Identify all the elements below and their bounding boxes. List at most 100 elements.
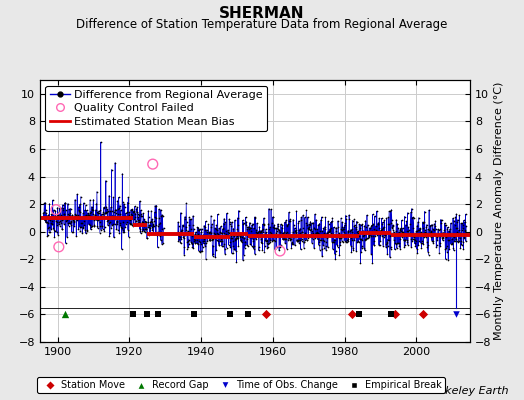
Point	[216, 238, 224, 244]
Point	[351, 234, 359, 241]
Point	[305, 224, 313, 230]
Point	[445, 230, 454, 236]
Point	[411, 237, 419, 243]
Point	[402, 218, 411, 225]
Point	[252, 232, 260, 238]
Point	[214, 231, 222, 238]
Point	[425, 207, 433, 213]
Point	[361, 218, 369, 224]
Point	[252, 229, 260, 235]
Point	[434, 232, 443, 238]
Point	[447, 232, 456, 238]
Point	[316, 217, 325, 223]
Point	[398, 234, 407, 241]
Point	[423, 248, 432, 255]
Point	[417, 240, 425, 246]
Point	[211, 231, 220, 237]
Point	[427, 234, 435, 240]
Point	[193, 237, 201, 244]
Point	[313, 230, 322, 236]
Point	[86, 197, 94, 203]
Point	[303, 236, 311, 243]
Point	[343, 236, 352, 242]
Point	[279, 236, 288, 242]
Point	[221, 246, 229, 252]
Point	[320, 230, 328, 236]
Point	[362, 235, 370, 242]
Point	[284, 221, 292, 228]
Point	[305, 227, 314, 233]
Point	[190, 311, 198, 318]
Point	[336, 239, 344, 245]
Point	[205, 237, 214, 244]
Point	[51, 213, 60, 220]
Point	[349, 247, 357, 253]
Point	[319, 225, 328, 232]
Point	[313, 226, 321, 232]
Point	[81, 202, 90, 208]
Point	[148, 216, 156, 222]
Point	[255, 247, 263, 254]
Point	[322, 247, 330, 253]
Point	[154, 222, 162, 229]
Point	[219, 226, 227, 232]
Point	[89, 196, 97, 203]
Point	[181, 216, 189, 222]
Point	[387, 311, 395, 318]
Point	[103, 207, 112, 214]
Point	[134, 214, 143, 220]
Point	[227, 223, 235, 230]
Point	[237, 237, 245, 244]
Point	[422, 224, 431, 230]
Point	[231, 217, 239, 223]
Point	[352, 218, 361, 225]
Point	[184, 241, 193, 247]
Point	[132, 218, 140, 225]
Point	[241, 242, 249, 248]
Point	[156, 233, 164, 239]
Point	[358, 237, 367, 243]
Point	[426, 230, 434, 236]
Point	[428, 237, 436, 244]
Point	[83, 207, 91, 214]
Point	[119, 219, 128, 225]
Point	[366, 224, 375, 231]
Point	[416, 226, 424, 232]
Point	[195, 238, 203, 244]
Point	[383, 238, 391, 245]
Point	[269, 224, 278, 230]
Point	[287, 244, 296, 251]
Point	[395, 243, 403, 249]
Point	[411, 240, 419, 247]
Point	[309, 232, 317, 238]
Point	[82, 230, 90, 237]
Point	[264, 244, 272, 250]
Point	[151, 214, 159, 220]
Point	[111, 160, 119, 166]
Point	[291, 242, 299, 249]
Point	[232, 236, 241, 242]
Point	[333, 244, 342, 250]
Point	[438, 230, 446, 236]
Point	[363, 228, 372, 235]
Point	[133, 217, 141, 223]
Point	[64, 220, 72, 226]
Point	[429, 231, 438, 237]
Point	[85, 212, 93, 219]
Point	[422, 222, 431, 228]
Point	[117, 246, 126, 252]
Point	[192, 232, 200, 238]
Point	[323, 230, 331, 236]
Point	[94, 225, 102, 232]
Point	[356, 225, 364, 232]
Point	[416, 231, 424, 238]
Point	[308, 220, 316, 226]
Point	[192, 234, 201, 240]
Point	[104, 217, 113, 223]
Point	[135, 217, 143, 223]
Point	[277, 225, 286, 231]
Point	[444, 237, 453, 243]
Point	[259, 226, 267, 233]
Point	[270, 225, 279, 232]
Point	[399, 230, 408, 236]
